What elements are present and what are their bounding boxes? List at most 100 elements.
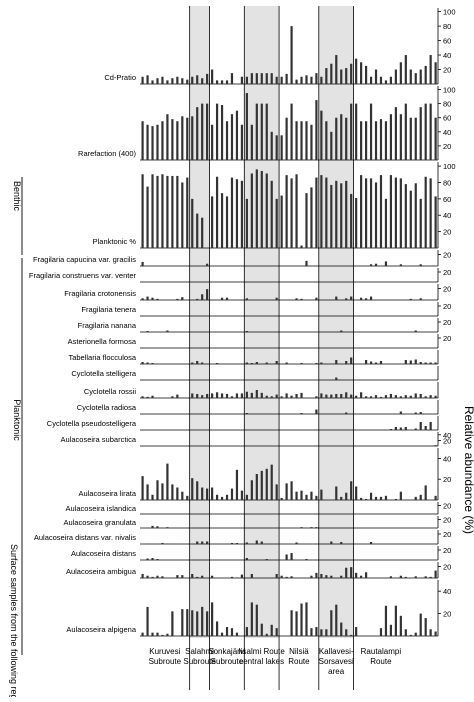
bar — [374, 263, 378, 266]
bar — [255, 103, 258, 160]
bar — [320, 489, 323, 500]
bar — [389, 429, 393, 430]
bar — [355, 572, 358, 578]
bar — [146, 558, 149, 560]
bar — [290, 103, 293, 160]
bar — [245, 93, 248, 160]
panel-label: Aulacoseira subarctica — [61, 435, 137, 444]
bar — [191, 362, 194, 364]
bar — [320, 393, 323, 398]
bar — [146, 606, 149, 636]
bar — [355, 58, 358, 84]
bar — [285, 175, 288, 248]
bar — [270, 464, 273, 500]
bar — [350, 394, 353, 398]
bar — [290, 576, 293, 578]
bar — [181, 116, 184, 160]
bar — [151, 363, 154, 364]
bar — [245, 76, 248, 84]
bar — [330, 541, 333, 544]
bar — [315, 73, 318, 84]
bar — [146, 296, 149, 300]
bar — [369, 396, 373, 398]
panel-label: Asterionella formosa — [68, 337, 137, 346]
bar — [215, 621, 219, 636]
bar — [389, 394, 393, 398]
bar — [161, 634, 164, 636]
bar — [285, 117, 288, 160]
bar — [225, 494, 229, 500]
bar — [345, 361, 348, 364]
bar — [369, 76, 373, 84]
bar — [355, 198, 358, 248]
bar — [320, 629, 323, 636]
bar — [424, 426, 427, 430]
bar — [161, 483, 164, 500]
bar — [235, 393, 239, 398]
bar — [394, 427, 397, 430]
bar — [230, 628, 234, 636]
tick-label: 20 — [443, 563, 451, 572]
bar — [295, 79, 298, 84]
bar — [300, 363, 303, 364]
bar — [315, 100, 318, 160]
tick-label: 20 — [443, 475, 451, 484]
bar — [330, 610, 333, 636]
bar — [399, 62, 402, 84]
bar — [171, 484, 174, 500]
bar — [275, 135, 278, 160]
bar — [151, 80, 154, 84]
bar — [220, 193, 224, 248]
bar — [374, 121, 378, 160]
bar — [215, 494, 219, 500]
bar — [369, 361, 373, 364]
bar — [201, 575, 204, 578]
bar — [315, 527, 318, 528]
group-label: central lakes — [239, 657, 284, 666]
bar — [404, 395, 407, 398]
bar — [424, 176, 427, 248]
bar — [146, 186, 149, 248]
bar — [389, 624, 393, 636]
bar — [305, 260, 308, 266]
bar — [235, 110, 239, 160]
bar — [181, 78, 184, 84]
bar — [335, 117, 338, 160]
bar — [355, 627, 358, 636]
bar — [201, 606, 204, 636]
bar — [230, 114, 234, 160]
bar — [275, 574, 278, 578]
group-shade — [189, 6, 210, 638]
bar — [230, 73, 234, 84]
bar — [250, 602, 253, 636]
bar — [141, 362, 144, 364]
bar — [350, 567, 353, 578]
bar — [369, 103, 373, 160]
bar — [340, 114, 343, 160]
bar — [360, 121, 363, 160]
tick-label: 20 — [443, 302, 451, 311]
panel-label: Aulacoseira distans var. nivalis — [34, 533, 136, 542]
bar — [290, 395, 293, 398]
bar — [181, 182, 184, 248]
group-label: Subroute — [183, 657, 216, 666]
bar — [295, 542, 298, 544]
bar — [320, 362, 323, 364]
group-label: Sonkajärvi — [208, 647, 246, 656]
bar — [379, 76, 383, 84]
bar — [379, 496, 383, 500]
bar — [325, 629, 328, 636]
bar — [340, 394, 343, 398]
bar — [146, 575, 149, 578]
tick-label: 60 — [443, 114, 451, 123]
bar — [345, 392, 348, 398]
group-label: Salahmi — [185, 647, 214, 656]
bar — [260, 171, 263, 248]
bar — [206, 394, 209, 398]
bar — [300, 413, 303, 414]
bar — [161, 76, 164, 84]
bar — [340, 183, 343, 248]
bar — [176, 76, 179, 84]
bar — [265, 173, 268, 248]
bar — [419, 362, 422, 364]
